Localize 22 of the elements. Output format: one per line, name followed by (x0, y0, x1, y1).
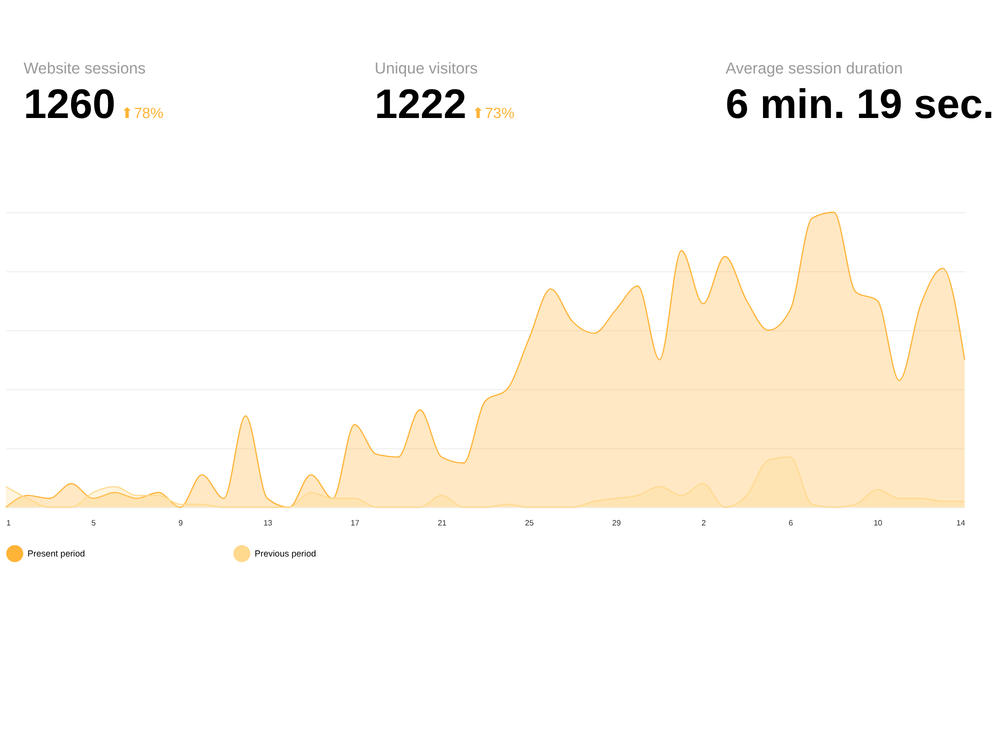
x-tick-label: 29 (612, 518, 621, 528)
text: 6 min. 19 sec. (726, 80, 994, 127)
text: Average session duration (726, 60, 903, 78)
x-tick-label: 14 (956, 518, 966, 528)
x-tick-label: 10 (874, 518, 883, 528)
text: Website sessions (24, 60, 146, 78)
x-tick-label: 25 (524, 518, 534, 528)
legend-label: Present period (28, 548, 86, 559)
text: ⬆78% (120, 106, 164, 122)
legend-label: Previous period (254, 548, 316, 559)
text: Unique visitors (374, 60, 478, 78)
x-tick-label: 6 (788, 518, 794, 528)
text: ⬆73% (472, 106, 514, 122)
x-tick-label: 9 (178, 518, 183, 528)
x-tick-label: 5 (91, 518, 96, 528)
x-tick-label: 2 (701, 518, 706, 528)
x-tick-label: 13 (263, 518, 273, 528)
x-tick-label: 21 (438, 518, 447, 528)
x-tick-label: 17 (350, 518, 360, 528)
x-tick-label: 1 (6, 518, 11, 528)
text: 1260 (24, 80, 116, 127)
text: 1222 (374, 80, 466, 127)
